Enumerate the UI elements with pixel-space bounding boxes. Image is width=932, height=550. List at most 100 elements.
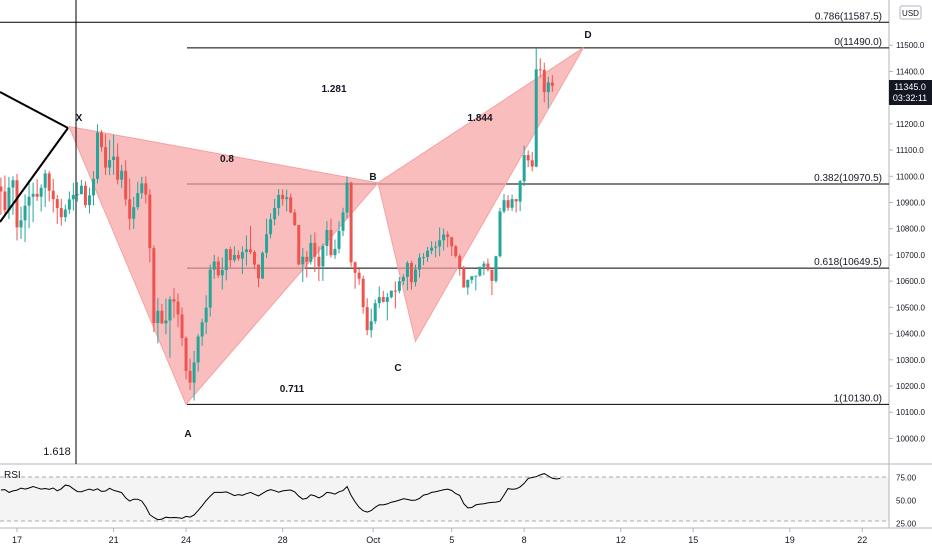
x-tick-label: 17 (12, 535, 22, 545)
y-tick-label: 10400.0 (896, 330, 925, 339)
candle-body (462, 268, 466, 288)
candle-body (59, 208, 63, 218)
candle-body (442, 234, 446, 241)
candle-body (184, 338, 188, 371)
y-tick-label: 11200.0 (896, 120, 925, 129)
candle-body (329, 230, 333, 256)
candle-body (212, 261, 216, 270)
y-tick-label: 10600.0 (896, 277, 925, 286)
time-axis[interactable]: 17 21 24 28 Oct 5 8 12 15 19 22 (12, 528, 867, 545)
y-tick-label: 11500.0 (896, 41, 925, 50)
candle-body (389, 290, 393, 298)
candle-body (188, 370, 192, 383)
ratio-left: 1.618 (43, 446, 71, 458)
x-tick-label: 12 (616, 535, 626, 545)
ratio-bd: 1.281 (321, 84, 346, 95)
candle-body (522, 155, 526, 182)
last-price-value: 11345.0 (894, 82, 926, 92)
rsi-pane: 75.00 50.00 25.00 (0, 473, 917, 528)
candle-body (345, 182, 349, 213)
candle-body (309, 242, 313, 262)
candle-body (401, 276, 405, 282)
candle-body (100, 132, 104, 148)
candle-body (369, 321, 373, 331)
candle-body (430, 247, 434, 251)
rsi-tick-label: 75.00 (896, 473, 917, 482)
drawing-line-lower[interactable] (0, 127, 69, 223)
candle-body (136, 193, 140, 208)
candle-body (79, 185, 83, 195)
candle-body (365, 307, 369, 331)
candle-body (498, 211, 502, 257)
candle-body (192, 362, 196, 383)
candle-body (176, 301, 180, 315)
fib-label: 0(11490.0) (834, 37, 882, 48)
y-tick-label: 11100.0 (896, 146, 924, 155)
candle-body (321, 246, 325, 267)
candle-body (377, 297, 381, 304)
candle-body (261, 252, 265, 279)
drawing-line-upper[interactable] (0, 91, 69, 129)
candle-body (502, 200, 506, 212)
candle-body (273, 208, 277, 220)
candle-body (87, 195, 91, 206)
x-tick-label: 22 (857, 535, 867, 545)
candle-body (11, 180, 15, 188)
candle-body (385, 297, 389, 302)
point-label-x: X (76, 113, 83, 124)
pattern-triangle-bcd[interactable] (377, 47, 584, 343)
candle-body (422, 257, 426, 259)
candle-body (112, 156, 116, 161)
rsi-tick-label: 25.00 (896, 519, 917, 528)
currency-badge[interactable] (899, 5, 922, 20)
candle-body (281, 194, 285, 200)
candle-body (265, 234, 269, 253)
y-tick-label: 10500.0 (896, 303, 925, 312)
price-axis[interactable]: 10000.0 10100.0 10200.0 10300.0 10400.0 10500… (889, 41, 925, 443)
candle-body (120, 170, 124, 180)
candle-body (446, 234, 450, 238)
candle-body (418, 257, 421, 270)
candle-body (293, 212, 297, 226)
candle-body (405, 263, 409, 277)
candle-body (168, 299, 172, 321)
x-tick-label: Oct (366, 535, 381, 545)
candle-body (236, 254, 240, 259)
candle-body (257, 264, 260, 279)
point-label-c: C (394, 363, 401, 374)
candle-body (116, 156, 120, 180)
candle-body (542, 69, 546, 93)
candle-body (160, 310, 164, 324)
candle-body (550, 82, 554, 86)
candle-body (208, 269, 212, 308)
candle-body (534, 69, 538, 167)
candle-body (23, 205, 27, 221)
candle-body (454, 246, 458, 256)
countdown-timer: 03:32:11 (893, 93, 927, 103)
candle-body (526, 155, 530, 161)
last-price-tag (889, 80, 932, 105)
candle-body (51, 190, 55, 200)
candle-body (538, 69, 542, 71)
candle-body (337, 230, 341, 249)
candle-body (518, 181, 522, 202)
candle-body (156, 310, 160, 324)
candle-body (204, 307, 208, 323)
candle-body (478, 266, 482, 276)
candle-body (196, 336, 200, 363)
point-label-a: A (184, 429, 191, 440)
candle-body (353, 262, 357, 273)
candle-body (546, 82, 550, 93)
candle-body (104, 147, 108, 168)
candle-body (305, 256, 309, 262)
candle-body (19, 220, 23, 228)
candle-body (486, 263, 490, 270)
candles (0, 48, 554, 401)
candle-body (35, 193, 39, 197)
candle-body (289, 197, 293, 213)
candle-body (313, 242, 317, 257)
currency-label: USD (902, 9, 919, 18)
candle-body (482, 263, 486, 267)
fib-label: 0.786(11587.5) (815, 11, 882, 22)
